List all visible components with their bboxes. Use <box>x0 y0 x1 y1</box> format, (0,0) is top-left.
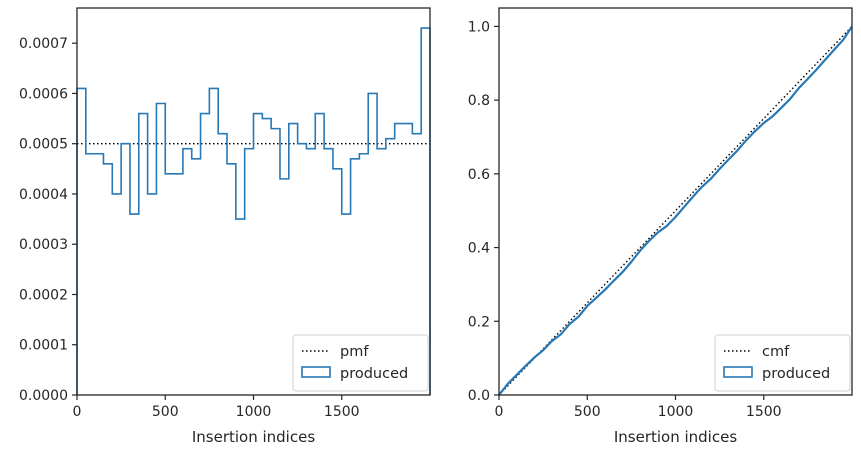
right-legend: cmf produced <box>714 334 851 392</box>
y-tick-label: 0.8 <box>468 93 490 109</box>
cmf-panel: 0 500 1000 1500 0.0 0.2 0.4 0.6 0.8 1.0 Insertio… <box>468 7 853 446</box>
legend-cmf-label: cmf <box>762 344 790 360</box>
y-tick-label: 0.0006 <box>19 86 68 102</box>
y-tick-label: 0.0 <box>468 388 490 404</box>
x-tick-label: 1500 <box>324 404 360 420</box>
x-tick-label: 500 <box>152 404 179 420</box>
y-tick-label: 0.4 <box>468 241 490 257</box>
y-tick-label: 0.0001 <box>19 338 68 354</box>
y-tick-label: 0.0007 <box>19 36 68 52</box>
x-tick-label: 1000 <box>658 404 694 420</box>
legend-produced-swatch <box>301 366 331 378</box>
left-x-ticks: 0 500 1000 1500 <box>73 395 360 420</box>
legend-pmf-label: pmf <box>340 344 369 360</box>
x-tick-label: 1500 <box>746 404 782 420</box>
y-tick-label: 0.6 <box>468 167 490 183</box>
y-tick-label: 0.0005 <box>19 137 68 153</box>
produced-cumulative-series <box>498 25 853 396</box>
left-y-ticks: 0.0000 0.0001 0.0002 0.0003 0.0004 0.0005 0.00… <box>19 36 77 404</box>
y-tick-label: 1.0 <box>468 19 490 35</box>
legend-produced-label: produced <box>340 366 408 382</box>
cmf-reference-line <box>498 25 853 396</box>
x-tick-label: 0 <box>73 404 82 420</box>
y-tick-label: 0.0004 <box>19 187 68 203</box>
right-x-ticks: 0 500 1000 1500 <box>495 395 782 420</box>
legend-produced-label: produced <box>762 366 830 382</box>
y-tick-label: 0.0000 <box>19 388 68 404</box>
right-y-ticks: 0.0 0.2 0.4 0.6 0.8 1.0 <box>468 19 499 404</box>
left-legend: pmf produced <box>292 334 429 392</box>
legend-produced-swatch <box>723 366 753 378</box>
produced-step-series <box>76 27 431 395</box>
y-tick-label: 0.2 <box>468 314 490 330</box>
y-tick-label: 0.0003 <box>19 237 68 253</box>
x-tick-label: 1000 <box>236 404 272 420</box>
left-x-axis-label: Insertion indices <box>192 428 315 446</box>
y-tick-label: 0.0002 <box>19 287 68 303</box>
x-tick-label: 0 <box>495 404 504 420</box>
x-tick-label: 500 <box>574 404 601 420</box>
right-x-axis-label: Insertion indices <box>614 428 737 446</box>
pmf-panel: 0 500 1000 1500 0.00000.00010.00020.00030.0… <box>19 7 431 446</box>
